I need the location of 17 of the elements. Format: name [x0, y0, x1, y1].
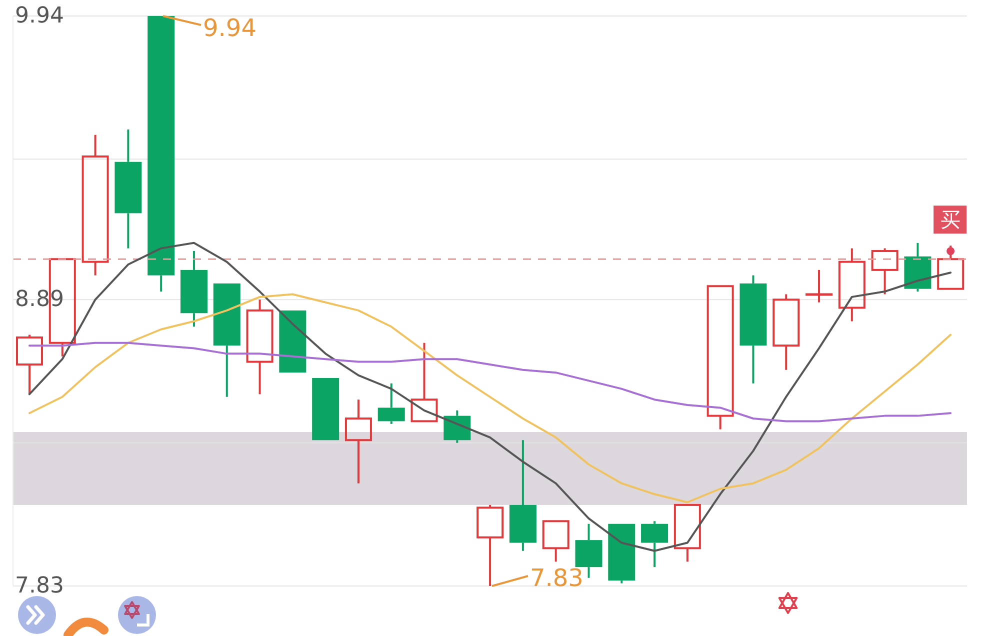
- candlestick: [641, 520, 668, 568]
- candlestick: [838, 247, 866, 322]
- candlestick: [114, 128, 142, 250]
- y-tick-label: 9.94: [15, 4, 64, 28]
- candlestick: [180, 250, 208, 328]
- candlestick: [444, 409, 471, 444]
- candlestick: [82, 134, 109, 276]
- annotation: 7.83: [530, 564, 584, 592]
- annotation: 买: [940, 208, 961, 232]
- candlestick: [509, 439, 536, 552]
- y-tick-label: 7.83: [15, 574, 64, 598]
- candlestick: [740, 274, 767, 384]
- candlestick: [344, 398, 372, 484]
- annotation: 9.94: [203, 14, 256, 42]
- candlestick: [904, 242, 932, 293]
- candlestick: [246, 298, 274, 396]
- candlestick: [378, 382, 405, 425]
